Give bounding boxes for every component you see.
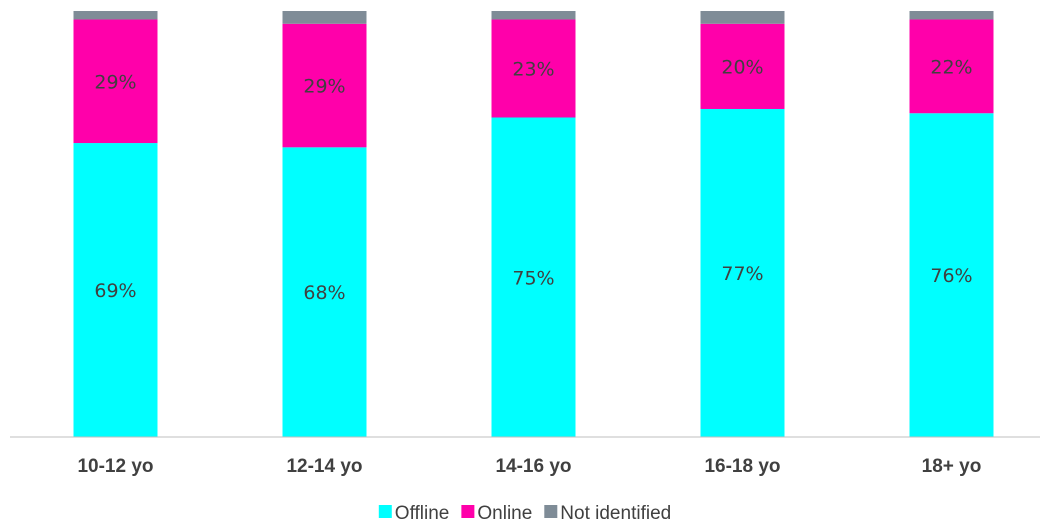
data-label-online-18plus-yo: 22% [930, 56, 972, 78]
data-label-online-14-16-yo: 23% [512, 59, 554, 81]
legend-swatch-not-identified [544, 505, 558, 518]
bar-not-identified-18plus-yo [909, 11, 994, 20]
legend-label-not-identified: Not identified [560, 503, 671, 524]
x-axis-tick-labels: 10-12 yo 12-14 yo 14-16 yo 16-18 yo 18+ yo [77, 456, 981, 477]
legend-item-offline: Offline [378, 503, 450, 524]
data-label-offline-12-14-yo: 68% [303, 282, 345, 304]
bar-offline-14-16-yo [491, 117, 576, 437]
legend-label-offline: Offline [395, 503, 450, 524]
bar-online-12-14-yo [282, 23, 367, 148]
bar-online-14-16-yo [491, 19, 576, 118]
legend-item-online: Online [461, 503, 532, 524]
bar-not-identified-12-14-yo [282, 11, 367, 24]
data-label-offline-18plus-yo: 76% [930, 265, 972, 287]
legend-item-not-identified: Not identified [544, 503, 671, 524]
x-tick-label-18plus-yo: 18+ yo [922, 456, 982, 477]
bar-not-identified-14-16-yo [491, 11, 576, 20]
bar-offline-12-14-yo [282, 147, 367, 437]
bar-online-18plus-yo [909, 19, 994, 114]
legend-swatch-offline [378, 505, 392, 518]
bar-offline-16-18-yo [700, 108, 785, 437]
data-labels-layer: 69% 29% 68% 29% 75% 23% 77% 20% 76% 22% [94, 56, 972, 304]
data-label-offline-16-18-yo: 77% [721, 263, 763, 285]
data-label-offline-10-12-yo: 69% [94, 280, 136, 302]
bar-not-identified-10-12-yo [73, 11, 158, 20]
bars-layer [73, 11, 994, 438]
bar-offline-18plus-yo [909, 113, 994, 438]
x-tick-label-10-12-yo: 10-12 yo [77, 456, 153, 477]
bar-not-identified-16-18-yo [700, 11, 785, 24]
data-label-online-12-14-yo: 29% [303, 76, 345, 98]
data-label-online-10-12-yo: 29% [94, 71, 136, 93]
x-tick-label-14-16-yo: 14-16 yo [495, 456, 571, 477]
legend-swatch-online [461, 505, 475, 518]
bar-offline-10-12-yo [73, 143, 158, 437]
x-tick-label-12-14-yo: 12-14 yo [286, 456, 362, 477]
data-label-offline-14-16-yo: 75% [512, 267, 554, 289]
bar-online-16-18-yo [700, 23, 785, 109]
legend-label-online: Online [477, 503, 532, 524]
legend: Offline Online Not identified [378, 503, 671, 524]
x-tick-label-16-18-yo: 16-18 yo [704, 456, 780, 477]
data-label-online-16-18-yo: 20% [721, 56, 763, 78]
bar-online-10-12-yo [73, 19, 158, 144]
